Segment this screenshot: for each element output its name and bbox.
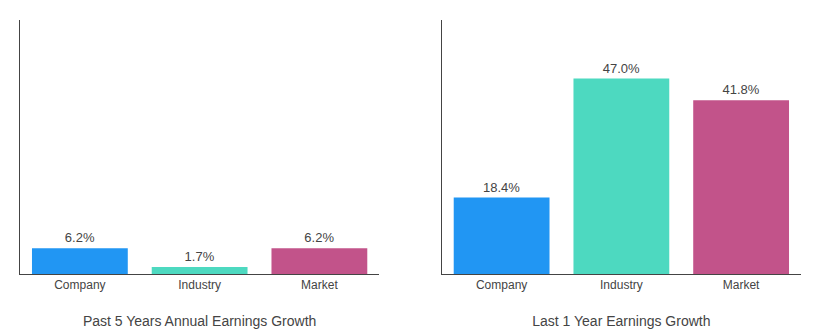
svg-text:Company: Company — [54, 278, 105, 292]
svg-text:Industry: Industry — [178, 278, 221, 292]
svg-text:18.4%: 18.4% — [483, 180, 520, 195]
svg-text:Market: Market — [723, 278, 760, 292]
svg-text:Last 1 Year Earnings Growth: Last 1 Year Earnings Growth — [532, 313, 710, 329]
svg-text:6.2%: 6.2% — [65, 230, 95, 245]
svg-text:41.8%: 41.8% — [722, 82, 759, 97]
svg-text:1.7%: 1.7% — [185, 249, 215, 264]
svg-text:6.2%: 6.2% — [304, 230, 334, 245]
svg-text:Market: Market — [301, 278, 338, 292]
svg-text:47.0%: 47.0% — [603, 61, 640, 76]
svg-text:Company: Company — [476, 278, 527, 292]
svg-text:Industry: Industry — [600, 278, 643, 292]
svg-text:Past 5 Years Annual Earnings G: Past 5 Years Annual Earnings Growth — [83, 313, 316, 329]
